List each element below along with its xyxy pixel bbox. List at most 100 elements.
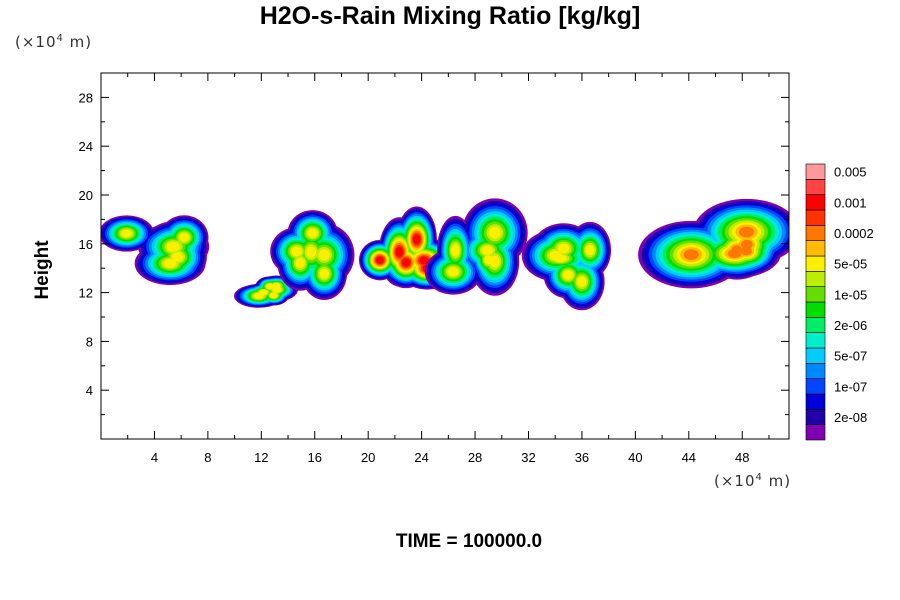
colorbar: 2e-08 1e-07 5e-07 2e-06 1e-05 5e-05 0.0002 0.00…: [805, 163, 874, 441]
x-tick-label: 4: [151, 450, 158, 465]
rain-contour: [553, 254, 567, 263]
rain-contour: [259, 289, 268, 296]
x-tick-label: 12: [254, 450, 268, 465]
rain-contour: [740, 246, 752, 256]
x-unit-exponent: 4: [755, 472, 763, 483]
rain-contour: [269, 292, 278, 299]
rain-contour: [481, 245, 493, 255]
rain-cluster: [101, 215, 210, 286]
colorbar-swatch: [805, 194, 826, 211]
rain-contour: [412, 234, 421, 245]
colorbar-swatch: [805, 179, 826, 195]
rain-contour: [376, 256, 384, 264]
colorbar-swatch: [805, 363, 826, 379]
colorbar-label: 0.005: [834, 165, 867, 180]
colorbar-swatch: [805, 225, 826, 241]
rain-contour: [318, 249, 330, 261]
rain-cluster: [638, 198, 789, 289]
rain-contour: [295, 257, 305, 269]
plot-frame: [100, 72, 790, 440]
rain-contour: [307, 228, 318, 238]
colorbar-swatch: [805, 286, 826, 303]
rain-contour: [557, 243, 570, 254]
rain-contour: [577, 276, 587, 288]
colorbar-label: 5e-05: [834, 257, 867, 272]
rain-contour: [395, 246, 404, 257]
colorbar-label: 1e-07: [834, 379, 867, 394]
y-axis-unit: (×104 m): [15, 33, 92, 51]
rain-contour: [266, 283, 274, 290]
rain-contour: [419, 256, 429, 265]
colorbar-swatch: [805, 378, 826, 395]
y-tick-label: 12: [79, 286, 93, 301]
y-tick-label: 4: [86, 383, 93, 398]
x-unit-suffix: m): [762, 472, 792, 490]
rain-contour: [585, 244, 595, 256]
rain-contour: [163, 259, 177, 268]
rain-contour: [401, 258, 411, 267]
colorbar-swatch: [805, 347, 826, 364]
rain-contour: [306, 246, 317, 258]
y-unit-suffix: m): [63, 33, 93, 51]
rain-field: [101, 198, 789, 311]
x-tick-label: 36: [575, 450, 589, 465]
rain-contour: [740, 239, 753, 250]
colorbar-swatch: [805, 409, 826, 425]
colorbar-swatch: [805, 424, 826, 441]
colorbar-swatch: [805, 163, 826, 180]
colorbar-label: 2e-06: [834, 318, 867, 333]
x-tick-label: 32: [521, 450, 535, 465]
colorbar-label: 5e-07: [834, 349, 867, 364]
rain-contour: [488, 226, 501, 239]
rain-contour: [179, 233, 189, 242]
x-tick-label: 48: [735, 450, 749, 465]
rain-contour: [683, 249, 699, 260]
y-unit-prefix: (×10: [15, 33, 57, 51]
x-tick-label: 24: [414, 450, 428, 465]
colorbar-label: 1e-05: [834, 287, 867, 302]
colorbar-swatch: [805, 209, 826, 226]
rain-cluster: [424, 198, 528, 296]
rain-contour: [447, 267, 459, 277]
y-tick-label: 24: [79, 139, 93, 154]
plot-field: [101, 198, 789, 311]
colorbar-swatch: [805, 255, 826, 272]
colorbar-label: 2e-08: [834, 410, 867, 425]
x-tick-label: 40: [628, 450, 642, 465]
rain-contour: [451, 244, 460, 257]
rain-contour: [738, 226, 755, 238]
rain-contour: [489, 255, 500, 268]
rain-contour: [727, 249, 742, 258]
colorbar-label: 0.0002: [834, 226, 874, 241]
colorbar-swatch: [805, 393, 826, 410]
colorbar-swatch: [805, 271, 826, 287]
x-tick-label: 44: [682, 450, 696, 465]
colorbar-label: 0.001: [834, 195, 867, 210]
chart-title: H2O-s-Rain Mixing Ratio [kg/kg]: [259, 2, 641, 30]
colorbar-swatch: [805, 301, 826, 318]
rain-cluster: [521, 221, 612, 311]
time-label: TIME = 100000.0: [395, 531, 543, 552]
y-tick-label: 16: [79, 237, 93, 252]
x-unit-prefix: (×10: [714, 472, 756, 490]
y-tick-label: 8: [86, 334, 93, 349]
x-tick-label: 8: [204, 450, 211, 465]
x-axis-unit: (×104 m): [714, 472, 791, 490]
rain-cluster: [270, 210, 355, 300]
rain-contour: [172, 252, 184, 262]
colorbar-swatch: [805, 317, 826, 333]
y-unit-exponent: 4: [56, 33, 64, 44]
x-tick-label: 28: [468, 450, 482, 465]
colorbar-swatch: [805, 332, 826, 349]
x-tick-label: 20: [361, 450, 375, 465]
y-tick-label: 28: [79, 90, 93, 105]
rain-contour: [167, 241, 180, 252]
rain-contour: [272, 282, 281, 289]
rain-contour: [291, 246, 302, 257]
x-tick-label: 16: [308, 450, 322, 465]
colorbar-swatch: [805, 240, 826, 257]
rain-contour: [121, 229, 132, 238]
y-tick-label: 20: [79, 188, 93, 203]
